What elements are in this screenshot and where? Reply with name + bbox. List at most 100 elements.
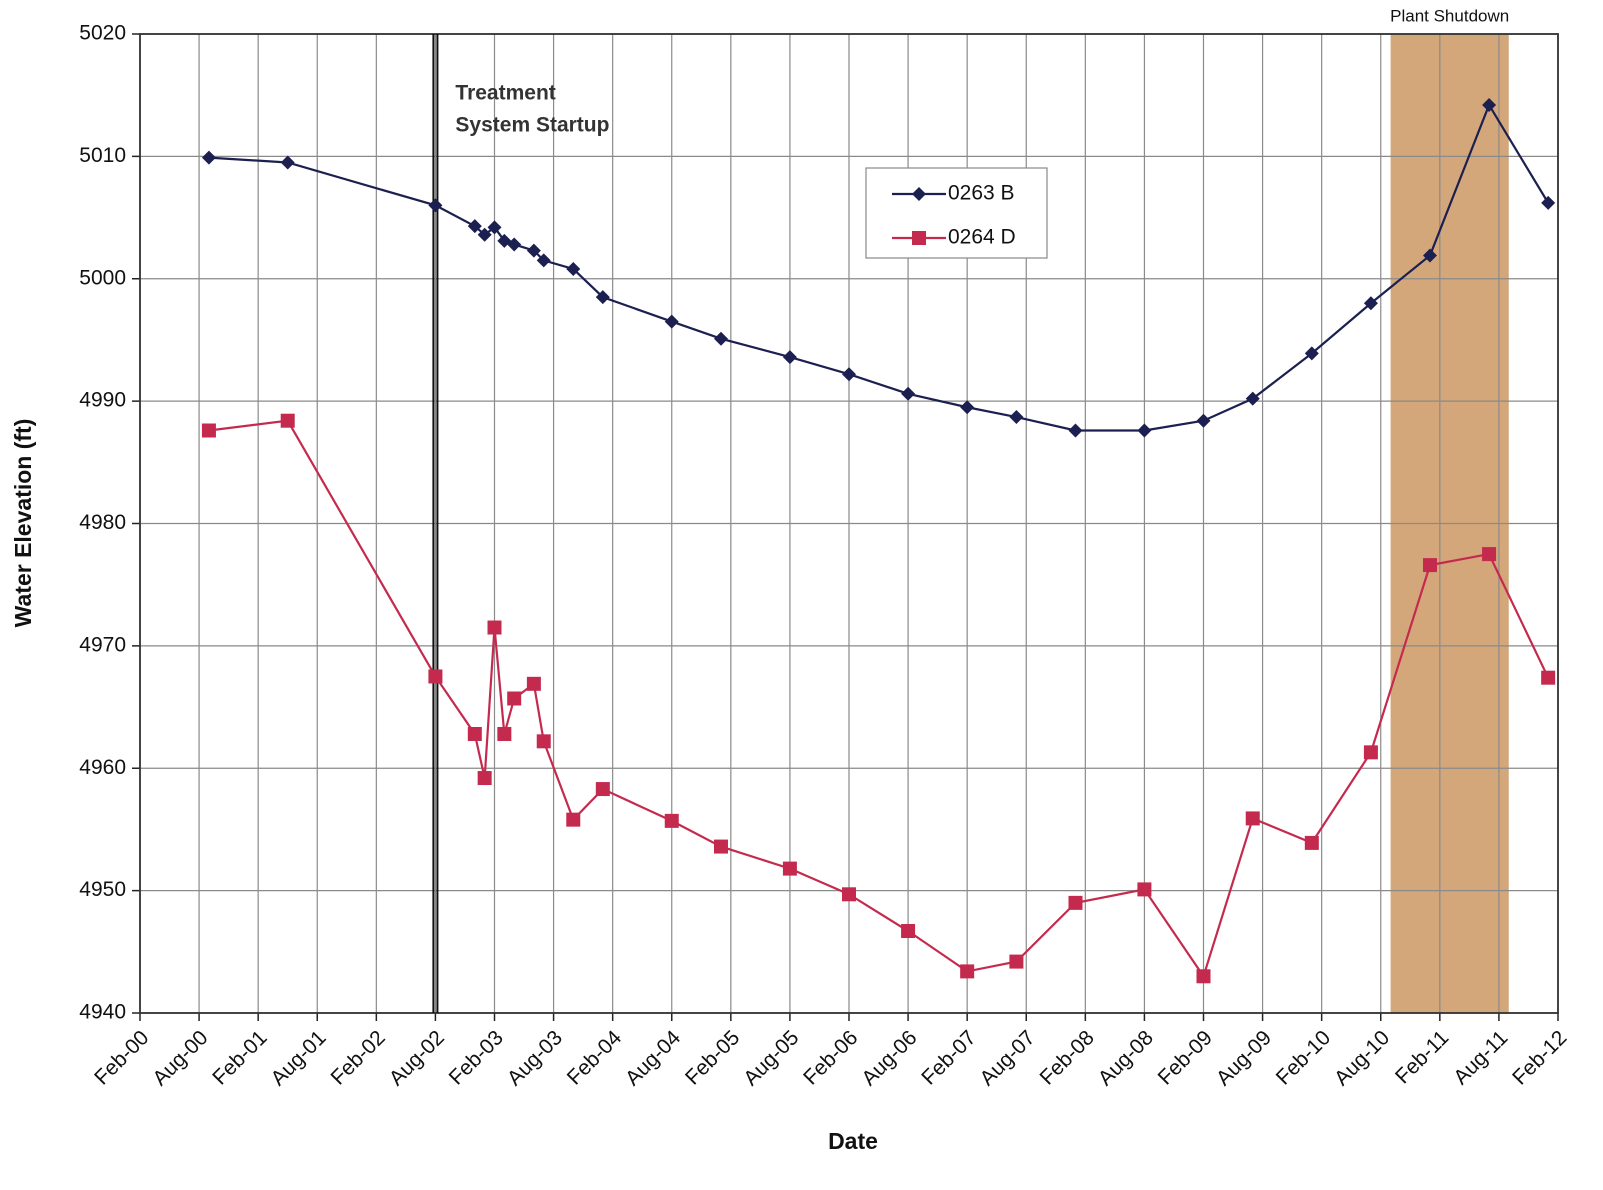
x-tick-label: Feb-10 — [1272, 1026, 1335, 1089]
marker — [901, 386, 916, 401]
marker — [428, 198, 443, 213]
y-tick-label: 4970 — [79, 633, 126, 656]
x-tick-label: Feb-07 — [917, 1026, 980, 1089]
marker — [536, 734, 551, 749]
legend-marker — [912, 187, 926, 201]
marker — [595, 782, 610, 797]
legend-label: 0263 B — [948, 182, 1015, 205]
marker — [713, 839, 728, 854]
x-tick-label: Aug-06 — [857, 1026, 921, 1090]
marker — [1137, 423, 1152, 438]
marker — [782, 861, 797, 876]
marker — [201, 150, 216, 165]
marker — [1541, 195, 1556, 210]
y-tick-label: 4950 — [79, 878, 126, 901]
marker — [566, 812, 581, 827]
x-tick-label: Aug-04 — [621, 1026, 685, 1090]
marker — [1304, 835, 1319, 850]
marker — [566, 261, 581, 276]
plot-frame — [139, 33, 1559, 1014]
marker — [428, 669, 443, 684]
y-tick-label: 4960 — [79, 756, 126, 779]
x-tick-label: Aug-11 — [1449, 1026, 1512, 1089]
marker — [842, 367, 856, 382]
marker — [1196, 413, 1211, 428]
marker — [1482, 547, 1497, 562]
x-tick-label: Aug-00 — [148, 1026, 212, 1090]
marker — [201, 423, 216, 438]
x-tick-label: Aug-03 — [503, 1026, 567, 1090]
legend-label: 0264 D — [948, 226, 1016, 249]
marker — [960, 964, 975, 979]
marker — [1245, 391, 1260, 406]
x-tick-label: Aug-01 — [267, 1026, 331, 1090]
marker — [536, 253, 551, 268]
series-line — [208, 102, 1550, 432]
marker — [1068, 423, 1083, 438]
marker — [664, 813, 679, 828]
marker — [1541, 670, 1556, 685]
y-tick-label: 5020 — [79, 22, 126, 45]
y-tick-label: 4940 — [79, 1001, 126, 1024]
marker — [1245, 811, 1260, 826]
marker — [526, 243, 541, 258]
marker — [1363, 296, 1378, 311]
startup-label: System Startup — [455, 114, 609, 137]
marker — [507, 691, 522, 706]
x-tick-label: Aug-05 — [739, 1026, 803, 1090]
x-tick-label: Aug-08 — [1094, 1026, 1158, 1090]
x-tick-label: Feb-03 — [445, 1026, 508, 1089]
x-tick-label: Feb-05 — [681, 1026, 744, 1089]
marker — [1068, 895, 1083, 910]
x-axis-title: Date — [828, 1128, 878, 1154]
series-line — [208, 419, 1550, 979]
marker — [664, 314, 679, 329]
marker — [901, 924, 916, 939]
x-tick-label: Aug-02 — [385, 1026, 449, 1090]
legend-box — [865, 167, 1048, 259]
marker — [960, 400, 975, 415]
marker — [842, 887, 856, 902]
marker — [487, 620, 502, 635]
marker — [1363, 745, 1378, 760]
y-tick-label: 4980 — [79, 511, 126, 534]
x-tick-label: Feb-04 — [563, 1026, 627, 1090]
marker — [477, 771, 492, 786]
x-tick-label: Feb-02 — [326, 1026, 389, 1089]
marker — [782, 350, 797, 365]
y-tick-label: 5000 — [79, 266, 126, 289]
marker — [1009, 410, 1024, 425]
marker — [280, 413, 295, 428]
marker — [1482, 97, 1497, 112]
x-tick-label: Feb-00 — [90, 1026, 153, 1089]
y-axis-title: Water Elevation (ft) — [10, 419, 36, 628]
marker — [467, 726, 482, 741]
x-tick-label: Feb-11 — [1391, 1026, 1453, 1088]
marker — [280, 155, 295, 170]
marker — [595, 290, 610, 305]
legend: 0263 B 0264 D — [865, 167, 1048, 259]
y-tick-label: 5010 — [79, 144, 126, 167]
y-tick-label: 4990 — [79, 389, 126, 412]
marker — [1196, 969, 1211, 984]
marker — [497, 726, 512, 741]
x-tick-label: Aug-07 — [976, 1026, 1040, 1090]
marker — [1137, 882, 1152, 897]
startup-label: Treatment — [455, 82, 555, 105]
x-tick-label: Feb-06 — [799, 1026, 862, 1089]
marker — [487, 220, 502, 235]
x-tick-label: Aug-10 — [1330, 1026, 1394, 1090]
legend-marker — [912, 231, 926, 245]
marker — [526, 676, 541, 691]
marker — [1422, 248, 1437, 263]
x-tick-label: Feb-08 — [1035, 1026, 1098, 1089]
shutdown-label: Plant Shutdown — [1390, 6, 1509, 25]
marker — [713, 331, 728, 346]
marker — [1422, 558, 1437, 573]
x-tick-label: Feb-12 — [1508, 1026, 1571, 1089]
x-tick-label: Aug-09 — [1212, 1026, 1276, 1090]
marker — [477, 227, 492, 242]
x-tick-label: Feb-09 — [1154, 1026, 1217, 1089]
marker — [1009, 954, 1024, 969]
